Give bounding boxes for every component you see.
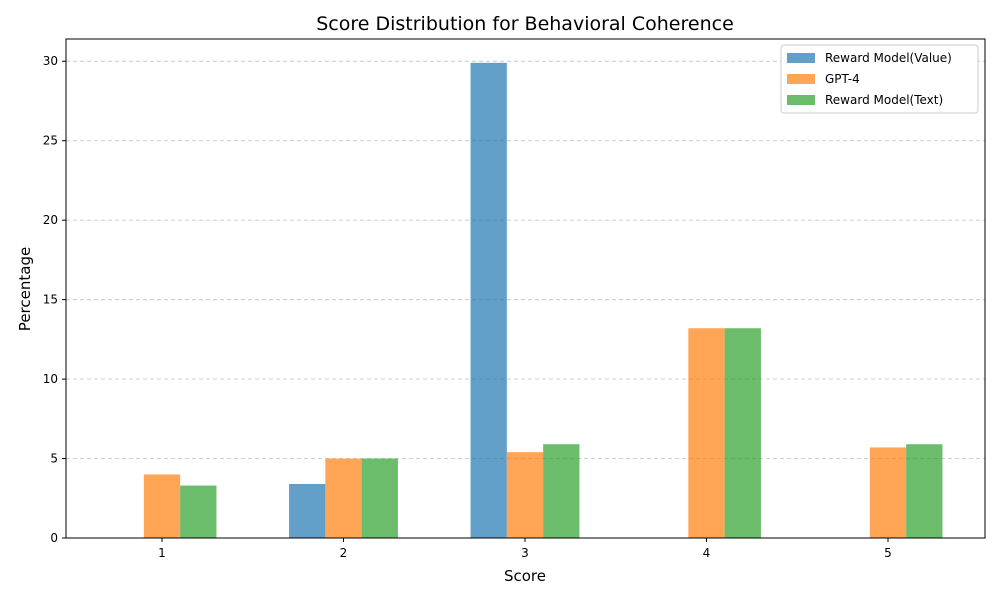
bar-1-3 [470,62,507,538]
chart-title: Score Distribution for Behavioral Cohere… [316,13,734,35]
y-axis-title: Percentage [16,247,34,331]
legend-frame [780,44,979,114]
x-tick-label: 3 [521,546,529,560]
x-tick-label: 2 [340,546,348,560]
bar-1-2 [289,483,326,538]
bar-3-3 [543,444,580,538]
legend-swatch [787,95,815,105]
legend-swatch [787,74,815,84]
bars-layer [143,62,943,538]
bar-2-4 [688,328,725,538]
legend: Reward Model(Value) GPT-4 Reward Model(Tex… [780,44,979,114]
x-axis-title: Score [504,567,546,585]
y-tick-label: 25 [43,134,58,148]
y-tick-label: 0 [50,531,58,545]
bar-3-2 [361,458,398,538]
bar-3-4 [724,328,761,538]
bar-2-2 [325,458,362,538]
bar-3-5 [906,444,943,538]
bar-2-1 [143,474,181,538]
bar-3-1 [180,485,217,538]
x-tick-label: 5 [884,546,892,560]
y-tick-label: 10 [43,372,58,386]
grid-layer [66,60,985,459]
y-tick-label: 5 [50,452,58,466]
x-tick-label: 1 [158,546,166,560]
legend-swatch [787,53,815,63]
bar-2-5 [869,447,907,538]
legend-label: GPT-4 [825,72,860,86]
y-tick-label: 30 [43,54,58,68]
ticks-layer: 0 5 10 15 20 25 30 1 2 3 4 5 [43,54,892,560]
bar-2-3 [506,452,544,538]
y-tick-label: 20 [43,213,58,227]
x-tick-label: 4 [703,546,711,560]
legend-label: Reward Model(Value) [825,51,952,65]
y-tick-label: 15 [43,293,58,307]
legend-label: Reward Model(Text) [825,93,943,107]
